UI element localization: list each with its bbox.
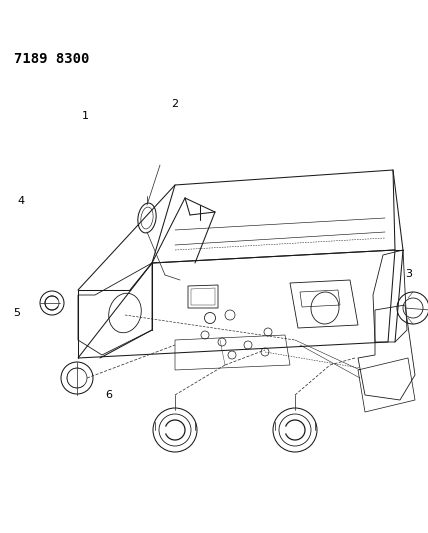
Text: 4: 4 [17,197,24,206]
Text: 6: 6 [106,391,113,400]
Text: 2: 2 [171,99,178,109]
Text: 7189 8300: 7189 8300 [14,52,89,66]
Text: 1: 1 [82,111,89,121]
Text: 5: 5 [13,308,20,318]
Text: 3: 3 [405,270,412,279]
